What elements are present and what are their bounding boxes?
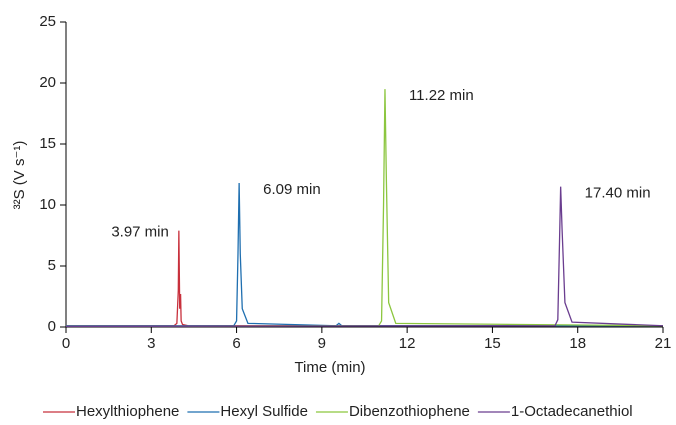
y-tick-label: 0 xyxy=(48,318,56,335)
y-tick-label: 15 xyxy=(39,135,56,152)
peak-annotation: 6.09 min xyxy=(263,181,321,198)
x-tick-label: 3 xyxy=(147,335,155,352)
y-tick-label: 5 xyxy=(48,257,56,274)
series-line xyxy=(65,186,664,328)
legend-label: 1-Octadecanethiol xyxy=(511,403,633,420)
x-tick-label: 9 xyxy=(318,335,326,352)
legend-label: Dibenzothiophene xyxy=(349,403,470,420)
x-tick-label: 15 xyxy=(484,335,501,352)
peak-annotation: 3.97 min xyxy=(111,224,169,241)
peak-annotation: 17.40 min xyxy=(585,185,651,202)
y-axis-title: ³²S (V s⁻¹) xyxy=(11,141,28,210)
x-tick-label: 18 xyxy=(569,335,586,352)
x-axis-title: Time (min) xyxy=(294,359,365,376)
x-tick-label: 21 xyxy=(655,335,672,352)
series-line xyxy=(65,89,664,328)
series-line xyxy=(66,230,663,327)
y-tick-label: 20 xyxy=(39,74,56,91)
series-line xyxy=(66,183,663,327)
legend-label: Hexyl Sulfide xyxy=(220,403,308,420)
legend-label: Hexylthiophene xyxy=(76,403,179,420)
peak-annotation: 11.22 min xyxy=(409,87,474,104)
y-tick-label: 25 xyxy=(39,13,56,30)
y-tick-label: 10 xyxy=(39,196,56,213)
x-tick-label: 12 xyxy=(399,335,416,352)
x-tick-label: 6 xyxy=(232,335,240,352)
x-tick-label: 0 xyxy=(62,335,70,352)
